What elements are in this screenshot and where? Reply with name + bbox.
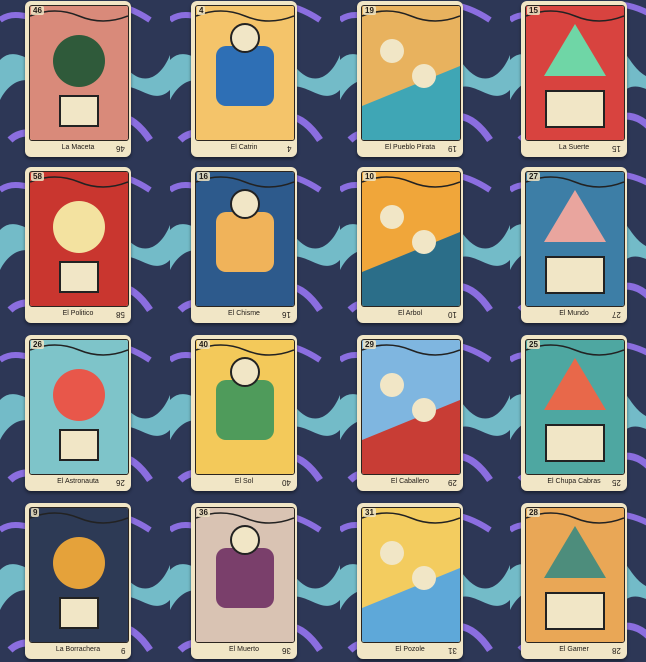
card-title: El Politico xyxy=(62,310,94,317)
card-number-inverted: 10 xyxy=(448,310,457,319)
loteria-card: 26 El Astronauta 26 xyxy=(25,335,131,491)
loteria-card: 28 El Gamer 28 xyxy=(521,503,627,659)
loteria-card: 36 El Muerto 36 xyxy=(191,503,297,659)
card-number: 4 xyxy=(197,6,206,15)
card-number: 31 xyxy=(363,508,376,517)
angel-skeleton-icon xyxy=(195,507,295,643)
gossip-lips-icon xyxy=(195,171,295,307)
card-number: 26 xyxy=(31,340,44,349)
card-number: 40 xyxy=(197,340,210,349)
drinks-icon xyxy=(29,507,129,643)
card-number-inverted: 26 xyxy=(116,478,125,487)
card-number-inverted: 40 xyxy=(282,478,291,487)
card-number: 25 xyxy=(527,340,540,349)
card-number: 36 xyxy=(197,508,210,517)
card-title: El Arbol xyxy=(397,310,423,317)
card-title: El Catrin xyxy=(230,144,258,151)
world-icon xyxy=(525,171,625,307)
card-number: 27 xyxy=(527,172,540,181)
astronaut-rocket-icon xyxy=(29,339,129,475)
loteria-card: 58 El Politico 58 xyxy=(25,167,131,323)
potted-plant-icon xyxy=(29,5,129,141)
loteria-card: 29 El Caballero 29 xyxy=(357,335,463,491)
loteria-card: 27 El Mundo 27 xyxy=(521,167,627,323)
smiling-sun-icon xyxy=(195,339,295,475)
card-number: 9 xyxy=(31,508,40,517)
card-title: El Pozole xyxy=(395,646,425,653)
card-title: El Caballero xyxy=(390,478,430,485)
gamer-room-icon xyxy=(525,507,625,643)
card-number: 46 xyxy=(31,6,44,15)
loteria-card: 15 La Suerte 15 xyxy=(521,1,627,157)
card-number-inverted: 36 xyxy=(282,646,291,655)
card-number: 10 xyxy=(363,172,376,181)
pirate-town-icon xyxy=(361,5,461,141)
loteria-card: 25 El Chupa Cabras 25 xyxy=(521,335,627,491)
card-number-inverted: 15 xyxy=(612,144,621,153)
pozole-woman-icon xyxy=(361,507,461,643)
loteria-card: 19 El Pueblo Pirata 19 xyxy=(357,1,463,157)
loteria-card: 16 El Chisme 16 xyxy=(191,167,297,323)
knight-horse-icon xyxy=(361,339,461,475)
card-number-inverted: 29 xyxy=(448,478,457,487)
card-title: El Chupa Cabras xyxy=(547,478,601,485)
card-title: El Muerto xyxy=(229,646,259,653)
card-number-inverted: 19 xyxy=(448,144,457,153)
card-number: 58 xyxy=(31,172,44,181)
loteria-card: 9 La Borrachera 9 xyxy=(25,503,131,659)
card-title: El Pueblo Pirata xyxy=(384,144,436,151)
card-number-inverted: 58 xyxy=(116,310,125,319)
card-number: 29 xyxy=(363,340,376,349)
card-number: 15 xyxy=(527,6,540,15)
chupacabras-icon xyxy=(525,339,625,475)
card-title: El Sol xyxy=(234,478,254,485)
loteria-card: 40 El Sol 40 xyxy=(191,335,297,491)
card-number-inverted: 31 xyxy=(448,646,457,655)
tree-icon xyxy=(361,171,461,307)
card-title: El Gamer xyxy=(559,646,589,653)
loteria-card: 46 La Maceta 46 xyxy=(25,1,131,157)
card-number-inverted: 28 xyxy=(612,646,621,655)
card-title: La Maceta xyxy=(61,144,95,151)
card-number-inverted: 9 xyxy=(120,646,125,655)
card-title: El Mundo xyxy=(559,310,589,317)
politician-podium-icon xyxy=(29,171,129,307)
card-title: El Astronauta xyxy=(57,478,99,485)
card-number: 28 xyxy=(527,508,540,517)
man-in-suit-icon xyxy=(195,5,295,141)
card-title: El Chisme xyxy=(228,310,260,317)
card-number-inverted: 46 xyxy=(116,144,125,153)
card-number-inverted: 27 xyxy=(612,310,621,319)
loteria-card: 10 El Arbol 10 xyxy=(357,167,463,323)
card-number-inverted: 25 xyxy=(612,478,621,487)
card-number: 19 xyxy=(363,6,376,15)
loteria-card: 31 El Pozole 31 xyxy=(357,503,463,659)
card-title: La Borrachera xyxy=(55,646,101,653)
dice-icon xyxy=(525,5,625,141)
card-number-inverted: 16 xyxy=(282,310,291,319)
loteria-card: 4 El Catrin 4 xyxy=(191,1,297,157)
card-title: La Suerte xyxy=(558,144,590,151)
card-number: 16 xyxy=(197,172,210,181)
card-number-inverted: 4 xyxy=(286,144,291,153)
